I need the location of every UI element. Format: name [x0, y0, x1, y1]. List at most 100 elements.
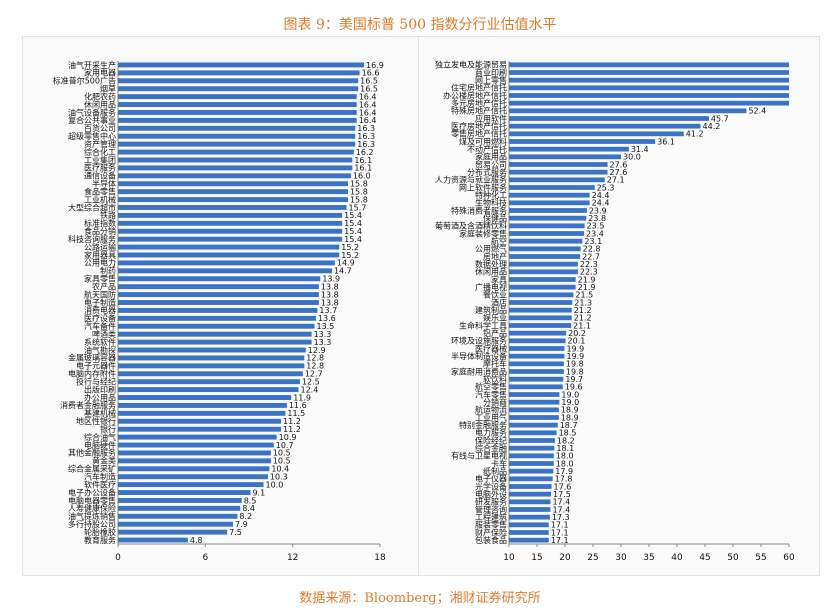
right-tick-label-7: 45: [699, 553, 710, 563]
right-value-label-29: 21.9: [578, 283, 596, 292]
right-bar-17: [509, 192, 590, 198]
right-category-label-14: 分布式服务: [467, 167, 507, 177]
right-bar-2: [509, 77, 789, 83]
left-category-label-12: 工业集团: [84, 155, 116, 165]
right-value-label-44: 19.0: [561, 398, 579, 407]
left-value-label-41: 12.4: [300, 385, 318, 394]
left-bar-28: [118, 284, 319, 290]
right-tick-label-4: 30: [615, 553, 627, 563]
right-value-label-40: 19.8: [566, 367, 584, 376]
left-category-label-42: 办公用品: [84, 392, 116, 402]
right-category-label-59: 工程建筑: [475, 512, 507, 522]
right-value-label-13: 27.6: [610, 160, 628, 169]
left-value-label-15: 15.8: [350, 180, 368, 189]
right-bar-20: [509, 215, 587, 221]
left-value-label-19: 15.4: [344, 211, 362, 220]
left-value-label-22: 15.4: [344, 235, 362, 244]
left-bar-37: [118, 355, 305, 361]
left-bar-0: [118, 62, 364, 68]
right-value-label-7: 45.7: [711, 114, 729, 123]
left-bar-4: [118, 94, 357, 100]
left-category-label-48: 电脑硬件: [84, 440, 116, 450]
left-value-label-31: 13.7: [319, 306, 337, 315]
left-bar-30: [118, 300, 319, 305]
left-category-label-45: 地区性银行: [76, 416, 116, 426]
right-tick-label-9: 55: [755, 553, 766, 563]
left-category-label-31: 消费电器: [84, 305, 116, 315]
right-value-label-31: 21.3: [574, 298, 592, 307]
left-category-label-38: 电子元器件: [76, 361, 116, 371]
left-category-label-44: 基建机械: [84, 408, 116, 418]
right-value-label-23: 23.1: [584, 237, 602, 246]
right-bar-3: [509, 85, 789, 91]
right-category-label-48: 电力服务: [475, 428, 507, 438]
left-bar-35: [118, 339, 312, 345]
left-category-label-29: 航天国防: [84, 289, 116, 299]
left-value-label-20: 15.4: [344, 219, 362, 228]
left-category-label-26: 制药: [100, 266, 116, 276]
left-category-label-47: 综合油气: [84, 432, 116, 442]
left-bar-48: [118, 442, 274, 448]
right-bar-19: [509, 208, 587, 213]
right-category-label-42: 航空零售: [475, 382, 507, 392]
left-bar-22: [118, 236, 343, 242]
left-category-label-46: 银行: [100, 424, 116, 434]
right-value-label-25: 22.7: [582, 252, 600, 261]
right-bar-1: [509, 70, 789, 75]
left-value-label-49: 10.5: [273, 449, 291, 458]
left-value-label-11: 16.2: [356, 148, 374, 157]
right-value-label-32: 21.2: [574, 306, 592, 315]
right-category-label-28: 家具: [491, 274, 507, 284]
right-category-label-33: 娱乐业: [483, 313, 507, 323]
left-value-label-38: 12.8: [306, 362, 324, 371]
right-value-label-22: 23.4: [586, 229, 604, 238]
left-value-label-34: 13.3: [314, 330, 332, 339]
right-category-label-61: 财产保险: [475, 527, 507, 537]
right-category-label-20: 保健品: [483, 213, 507, 223]
right-value-label-19: 23.9: [589, 206, 607, 215]
left-category-label-23: 公路运输: [84, 242, 116, 252]
left-bar-38: [118, 363, 305, 369]
left-bar-46: [118, 426, 282, 432]
left-bar-13: [118, 165, 353, 171]
right-bar-48: [509, 430, 557, 436]
right-category-label-58: 管理咨询: [475, 504, 507, 514]
right-value-label-11: 31.4: [631, 145, 649, 154]
left-bar-20: [118, 220, 343, 226]
left-category-label-36: 油气勘探: [84, 345, 116, 355]
left-value-label-14: 16.0: [353, 172, 371, 181]
left-value-label-32: 13.6: [318, 314, 336, 323]
right-bar-16: [509, 185, 595, 190]
right-category-label-7: 应用软件: [475, 113, 507, 123]
right-bar-56: [509, 491, 551, 497]
right-tick-label-3: 25: [587, 553, 598, 563]
left-category-label-10: 资产管理: [84, 139, 116, 149]
right-value-label-8: 44.2: [703, 122, 721, 131]
left-value-label-28: 13.8: [321, 282, 339, 291]
left-value-label-58: 7.9: [235, 520, 248, 529]
left-value-label-9: 16.3: [357, 132, 375, 141]
right-bar-31: [509, 300, 573, 305]
right-bar-59: [509, 514, 550, 520]
left-category-label-22: 科技咨询服务: [68, 234, 116, 244]
right-category-label-35: 铝产品: [483, 328, 507, 338]
left-category-label-57: 油气提炼销售: [68, 511, 116, 521]
right-bar-41: [509, 376, 564, 382]
right-bar-28: [509, 277, 576, 282]
right-category-label-32: 建筑制品: [475, 305, 507, 315]
left-category-label-58: 多行持股公司: [68, 519, 116, 529]
left-bar-42: [118, 395, 292, 400]
right-category-label-19: 特殊消费者服务: [451, 205, 507, 215]
left-category-label-9: 超级零售中心: [68, 131, 116, 141]
right-category-label-50: 综合金融: [475, 443, 507, 453]
right-bar-0: [509, 62, 789, 68]
left-bar-32: [118, 315, 316, 321]
right-bar-34: [509, 323, 572, 328]
right-category-label-16: 网上软件服务: [459, 182, 507, 192]
right-category-label-24: 公用燃气: [475, 244, 507, 254]
left-value-label-42: 11.9: [293, 393, 311, 402]
right-bar-42: [509, 384, 563, 390]
left-bar-6: [118, 110, 357, 115]
left-value-label-10: 16.3: [357, 140, 375, 149]
right-category-label-21: 葡萄酒及含酒精饮料: [435, 221, 507, 231]
